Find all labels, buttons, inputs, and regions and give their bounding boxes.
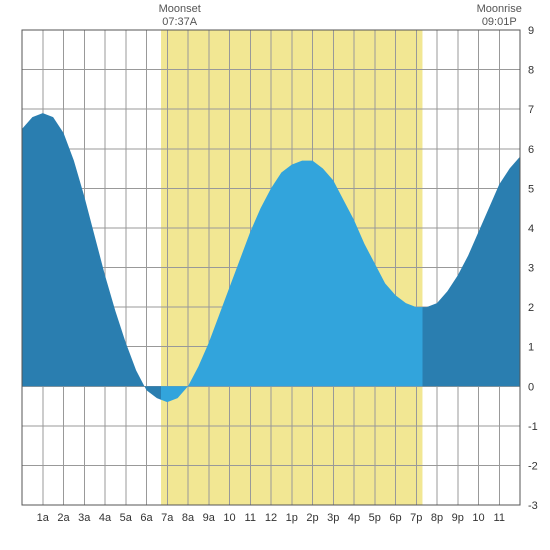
x-tick-label: 5p xyxy=(369,512,381,524)
x-tick-label: 9a xyxy=(203,512,216,524)
x-axis-labels: 1a 2a 3a 4a 5a 6a 7a 8a 9a 10 11 12 1p 2p 3p 4p 5p 6p 7p 8p… xyxy=(37,512,505,524)
chart-svg: 1a2a3a4a5a6a7a8a9a1011121p2p3p4p5p6p7p8p… xyxy=(0,0,550,550)
y-tick-label: -2 xyxy=(528,460,538,472)
y-tick-label: 3 xyxy=(528,263,534,275)
x-tick-label: 5a xyxy=(120,512,133,524)
x-tick-label: 4p xyxy=(348,512,360,524)
x-tick-label: 4a xyxy=(99,512,112,524)
annotation-time: 07:37A xyxy=(162,16,198,28)
x-tick-label: 7p xyxy=(410,512,422,524)
y-tick-label: 1 xyxy=(528,342,534,354)
x-tick-label: 1p xyxy=(286,512,298,524)
x-tick-label: 6a xyxy=(140,512,153,524)
x-tick-label: 6p xyxy=(389,512,401,524)
x-tick-label: 8a xyxy=(182,512,195,524)
x-tick-label: 2p xyxy=(306,512,318,524)
x-tick-label: 3a xyxy=(78,512,91,524)
tide-chart: 1a2a3a4a5a6a7a8a9a1011121p2p3p4p5p6p7p8p… xyxy=(0,0,550,550)
x-tick-label: 11 xyxy=(245,512,256,524)
x-tick-label: 11 xyxy=(494,512,505,524)
x-tick-label: 2a xyxy=(57,512,70,524)
y-tick-label: 4 xyxy=(528,223,534,235)
y-tick-label: -1 xyxy=(528,421,538,433)
x-tick-label: 9p xyxy=(452,512,464,524)
x-tick-label: 1a xyxy=(37,512,50,524)
x-tick-label: 10 xyxy=(223,512,235,524)
annotation-time: 09:01P xyxy=(482,16,517,28)
x-tick-label: 12 xyxy=(265,512,277,524)
y-tick-label: -3 xyxy=(528,500,538,512)
y-tick-label: 8 xyxy=(528,65,534,77)
y-tick-label: 9 xyxy=(528,25,534,37)
x-tick-label: 3p xyxy=(327,512,339,524)
y-tick-label: 5 xyxy=(528,183,534,195)
x-tick-label: 7a xyxy=(161,512,174,524)
y-tick-label: 0 xyxy=(528,381,534,393)
y-tick-label: 2 xyxy=(528,302,534,314)
annotation-title: Moonrise xyxy=(477,3,522,15)
y-tick-label: 7 xyxy=(528,104,534,116)
annotation-title: Moonset xyxy=(159,3,201,15)
x-tick-label: 10 xyxy=(472,512,484,524)
x-tick-label: 8p xyxy=(431,512,443,524)
y-tick-label: 6 xyxy=(528,144,534,156)
